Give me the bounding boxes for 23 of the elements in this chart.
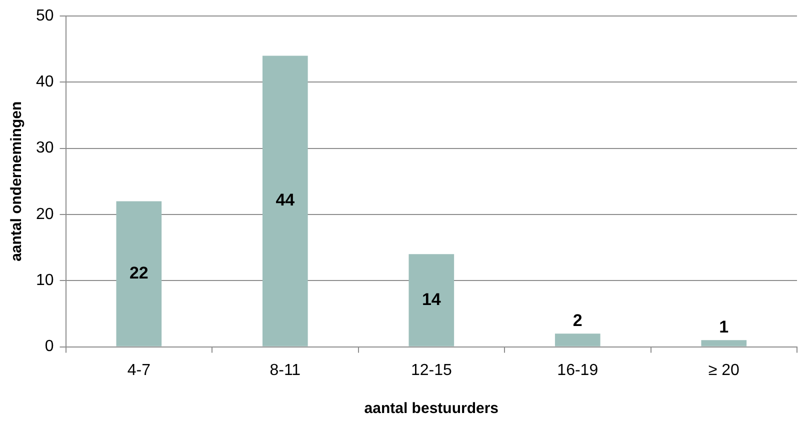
y-tick-label: 30 (36, 140, 54, 157)
bar (116, 201, 162, 346)
y-tick-label: 0 (44, 338, 54, 356)
x-tick-label: ≥ 20 (708, 362, 740, 379)
data-label: 44 (276, 190, 296, 210)
y-tick-label: 20 (36, 206, 54, 223)
bar (554, 334, 600, 346)
x-tick-label: 8-11 (270, 362, 301, 379)
data-label: 1 (719, 317, 729, 336)
y-tick-label: 50 (36, 7, 54, 24)
bar (701, 340, 747, 346)
x-tick-label: 16-19 (557, 362, 598, 379)
data-label: 22 (129, 263, 148, 282)
x-tick-label: 12-15 (410, 362, 452, 379)
y-axis-title: aantal ondernemingen (8, 101, 26, 262)
y-tick-label: 40 (36, 74, 54, 91)
x-tick-label: 4-7 (127, 362, 151, 379)
bar (262, 56, 308, 346)
x-axis-title: aantal bestuurders (364, 400, 499, 418)
data-label: 14 (422, 290, 442, 309)
y-tick-label: 10 (36, 272, 54, 290)
data-label: 2 (572, 310, 582, 330)
bar (408, 254, 454, 346)
